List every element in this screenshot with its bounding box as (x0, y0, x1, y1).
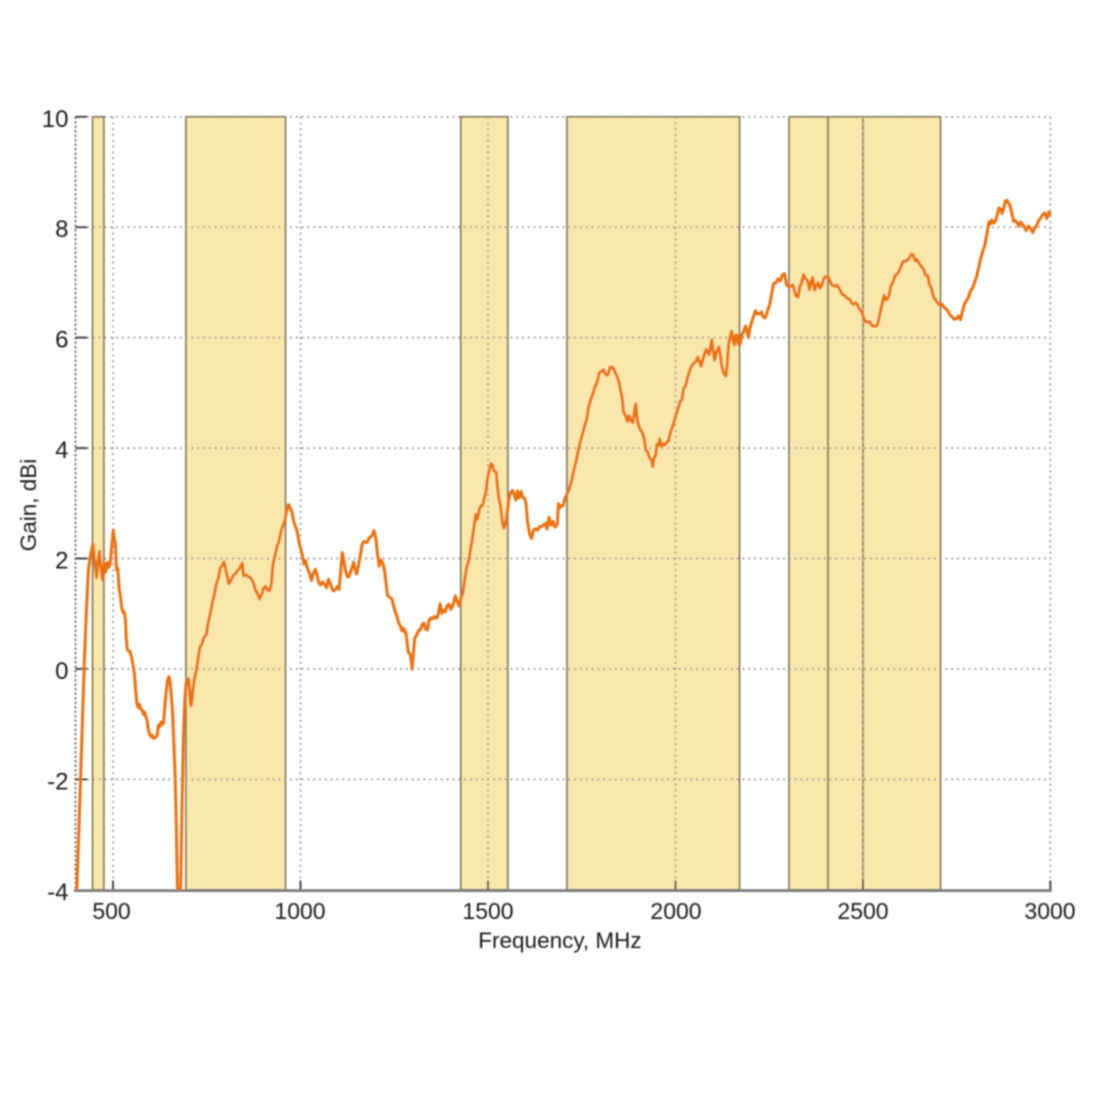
svg-text:0: 0 (55, 658, 68, 685)
svg-text:Gain, dBi: Gain, dBi (16, 459, 41, 552)
svg-text:2500: 2500 (837, 898, 888, 924)
svg-text:2000: 2000 (650, 898, 701, 924)
svg-text:Frequency, MHz: Frequency, MHz (478, 928, 641, 953)
svg-text:-2: -2 (47, 768, 68, 795)
svg-text:3000: 3000 (1024, 898, 1075, 924)
svg-text:4: 4 (55, 437, 68, 464)
svg-text:1500: 1500 (462, 898, 513, 924)
svg-text:1000: 1000 (274, 898, 325, 924)
svg-text:500: 500 (92, 898, 130, 924)
svg-text:10: 10 (42, 106, 69, 133)
svg-text:2: 2 (55, 548, 68, 575)
svg-text:-4: -4 (47, 879, 68, 906)
svg-text:8: 8 (55, 216, 68, 243)
svg-text:6: 6 (55, 327, 68, 354)
